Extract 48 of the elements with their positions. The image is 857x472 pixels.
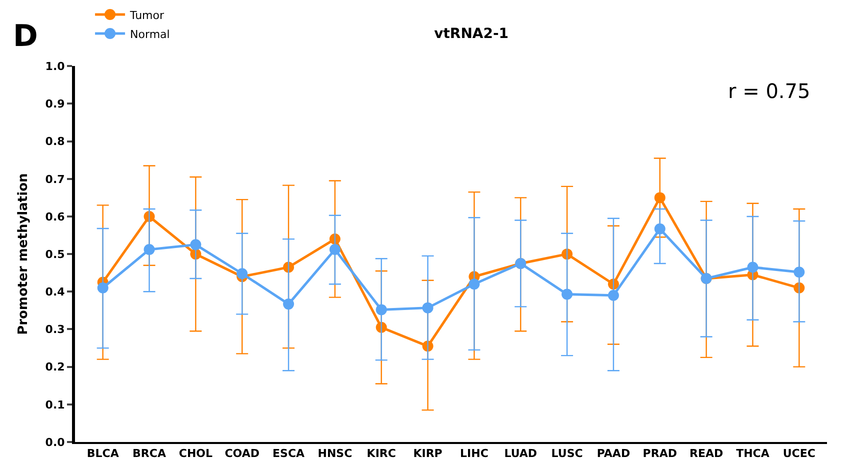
y-tick-label: 0.2 bbox=[45, 360, 65, 374]
y-tick-label: 0.9 bbox=[45, 98, 65, 111]
y-tick-label: 0.6 bbox=[45, 210, 66, 224]
x-tick-label: BLCA bbox=[86, 447, 120, 460]
point bbox=[190, 239, 202, 250]
y-axis-title: Promoter methylation bbox=[16, 173, 32, 335]
y-tick-label: 0.7 bbox=[45, 172, 65, 186]
x-tick-label: COAD bbox=[224, 447, 260, 460]
x-tick-label: KIRC bbox=[366, 447, 396, 460]
point bbox=[422, 302, 434, 314]
x-tick-label: LUAD bbox=[504, 447, 538, 460]
x-tick-label: BRCA bbox=[132, 447, 166, 460]
x-tick-label: THCA bbox=[736, 447, 770, 460]
point bbox=[747, 262, 758, 273]
x-tick-label: LUSC bbox=[551, 447, 583, 460]
point bbox=[794, 266, 805, 278]
point bbox=[562, 288, 573, 300]
x-tick-label: PAAD bbox=[596, 447, 630, 460]
y-tick-label: 1.0 bbox=[45, 60, 66, 73]
x-tick-label: KIRP bbox=[413, 447, 442, 460]
point bbox=[376, 304, 387, 316]
y-tick-label: 0.4 bbox=[45, 286, 66, 299]
legend-label: Normal bbox=[130, 28, 170, 41]
chart-title: vtRNA2-1 bbox=[434, 26, 509, 42]
x-tick-label: PRAD bbox=[642, 447, 677, 460]
x-tick-label: ESCA bbox=[272, 447, 306, 460]
x-tick-label: READ bbox=[689, 447, 724, 460]
y-tick-label: 0.8 bbox=[45, 135, 65, 148]
x-tick-label: UCEC bbox=[782, 447, 816, 460]
point bbox=[144, 244, 155, 256]
point bbox=[468, 278, 480, 290]
point bbox=[329, 244, 340, 256]
point bbox=[97, 282, 108, 294]
y-tick-label: 0.5 bbox=[45, 248, 65, 261]
x-tick-label: CHOL bbox=[178, 447, 213, 460]
y-tick-label: 0.0 bbox=[45, 436, 66, 449]
y-tick-label: 0.1 bbox=[45, 398, 65, 412]
y-tick-label: 0.3 bbox=[45, 323, 65, 336]
x-tick-label: HNSC bbox=[318, 447, 352, 460]
point bbox=[236, 268, 248, 280]
point bbox=[654, 223, 666, 234]
legend-label: Tumor bbox=[129, 8, 165, 22]
annotation: r = 0.75 bbox=[728, 79, 810, 103]
point bbox=[608, 290, 619, 301]
point bbox=[654, 192, 666, 204]
text: D bbox=[13, 19, 38, 54]
point bbox=[283, 298, 294, 310]
x-tick-label: LIHC bbox=[460, 447, 488, 460]
